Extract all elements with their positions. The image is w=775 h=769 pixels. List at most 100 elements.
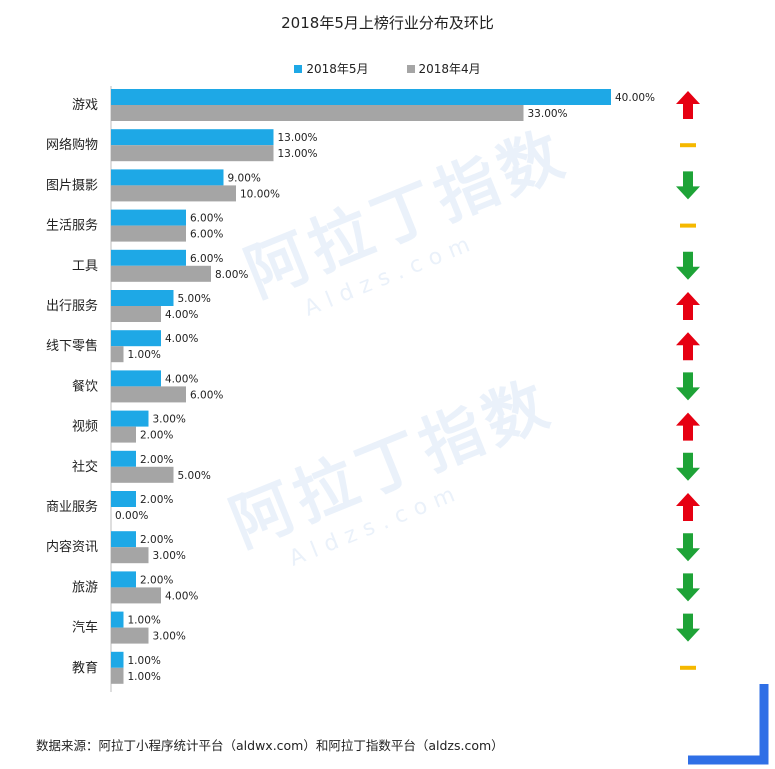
category-label: 网络购物	[46, 137, 98, 153]
bar-april	[111, 306, 161, 322]
category-label: 线下零售	[46, 338, 98, 354]
bar-april	[111, 185, 236, 202]
bar-label-april: 4.00%	[165, 309, 198, 321]
trend-up-arrow-icon	[676, 412, 700, 441]
legend: 2018年5月 2018年4月	[0, 60, 775, 77]
category-label: 出行服务	[46, 298, 98, 314]
trend-down-arrow-icon	[676, 251, 700, 280]
category-label: 教育	[72, 660, 98, 676]
trend-flat-dash-icon	[680, 143, 696, 148]
category-label: 视频	[72, 420, 98, 435]
bar-may	[111, 531, 136, 548]
bar-april	[111, 105, 524, 121]
bar-label-april: 13.00%	[278, 148, 318, 160]
bar-label-may: 2.00%	[140, 454, 173, 466]
bar-may	[111, 290, 174, 306]
bar-april	[111, 587, 161, 604]
bar-label-may: 5.00%	[178, 293, 211, 305]
trend-flat-dash-icon	[680, 665, 696, 670]
trend-down-arrow-icon	[676, 573, 700, 602]
legend-swatch-may	[294, 64, 303, 73]
bar-april	[111, 466, 174, 483]
bar-may	[111, 370, 161, 387]
legend-label-may: 2018年5月	[306, 62, 369, 76]
category-label: 游戏	[72, 98, 98, 113]
trend-flat-dash-icon	[680, 223, 696, 228]
bar-may	[111, 491, 136, 507]
bar-label-april: 2.00%	[140, 430, 173, 442]
bar-may	[111, 129, 274, 146]
bar-label-april: 1.00%	[128, 349, 161, 361]
bar-may	[111, 249, 186, 266]
bar-label-may: 2.00%	[140, 574, 173, 586]
bar-label-april: 10.00%	[240, 188, 280, 200]
bar-may	[111, 330, 161, 347]
bar-label-may: 4.00%	[165, 333, 198, 345]
bar-april	[111, 225, 186, 242]
bar-may	[111, 410, 149, 427]
trend-down-arrow-icon	[676, 452, 700, 481]
bar-label-april: 3.00%	[153, 550, 186, 562]
category-label: 内容资讯	[46, 539, 98, 555]
chart-title: 2018年5月上榜行业分布及环比	[281, 14, 494, 32]
bar-label-april: 1.00%	[128, 671, 161, 683]
bar-label-may: 2.00%	[140, 534, 173, 546]
category-label: 汽车	[72, 620, 98, 636]
bar-april	[111, 667, 124, 684]
category-label: 社交	[72, 459, 98, 475]
bar-label-may: 1.00%	[128, 615, 161, 627]
bar-label-april: 8.00%	[215, 269, 248, 281]
trend-down-arrow-icon	[676, 613, 700, 642]
bar-april	[111, 426, 136, 443]
bar-may	[111, 89, 611, 105]
bar-label-may: 13.00%	[278, 132, 318, 144]
bar-april	[111, 265, 211, 282]
legend-label-april: 2018年4月	[418, 62, 481, 76]
category-label: 图片摄影	[46, 178, 98, 193]
bar-label-may: 9.00%	[228, 172, 261, 184]
bar-may	[111, 209, 186, 226]
bar-label-april: 6.00%	[190, 389, 223, 401]
bar-label-april: 5.00%	[178, 470, 211, 482]
bar-may	[111, 450, 136, 467]
category-label: 商业服务	[46, 499, 98, 515]
bar-may	[111, 571, 136, 588]
trend-up-arrow-icon	[676, 91, 700, 119]
bar-may	[111, 611, 124, 628]
bar-label-may: 3.00%	[153, 414, 186, 426]
bar-label-april: 33.00%	[528, 108, 568, 120]
legend-item-may: 2018年5月	[294, 60, 369, 77]
category-label: 餐饮	[72, 378, 98, 394]
category-label: 工具	[72, 259, 98, 274]
bar-label-may: 6.00%	[190, 253, 223, 265]
trend-up-arrow-icon	[676, 332, 700, 361]
bar-label-may: 6.00%	[190, 213, 223, 225]
trend-down-arrow-icon	[676, 533, 700, 562]
bar-label-april: 3.00%	[153, 631, 186, 643]
trend-up-arrow-icon	[676, 292, 700, 320]
category-label: 旅游	[72, 580, 98, 595]
bar-april	[111, 145, 274, 162]
bar-april	[111, 346, 124, 363]
bar-label-may: 4.00%	[165, 373, 198, 385]
legend-swatch-april	[406, 64, 415, 73]
bar-april	[111, 547, 149, 564]
trend-down-arrow-icon	[676, 171, 700, 200]
bar-april	[111, 386, 186, 403]
legend-item-april: 2018年4月	[406, 60, 481, 77]
bar-label-april: 6.00%	[190, 229, 223, 241]
bar-may	[111, 651, 124, 668]
bar-may	[111, 169, 224, 186]
bar-april	[111, 627, 149, 644]
category-label: 生活服务	[46, 218, 98, 234]
data-source-note: 数据来源：阿拉丁小程序统计平台（aldwx.com）和阿拉丁指数平台（aldzs…	[36, 738, 504, 753]
bar-label-may: 40.00%	[615, 92, 655, 104]
bar-label-april: 4.00%	[165, 590, 198, 602]
trend-up-arrow-icon	[676, 493, 700, 521]
bar-label-may: 1.00%	[128, 655, 161, 667]
trend-down-arrow-icon	[676, 372, 700, 401]
bar-label-april: 0.00%	[115, 510, 148, 522]
bar-label-may: 2.00%	[140, 494, 173, 506]
